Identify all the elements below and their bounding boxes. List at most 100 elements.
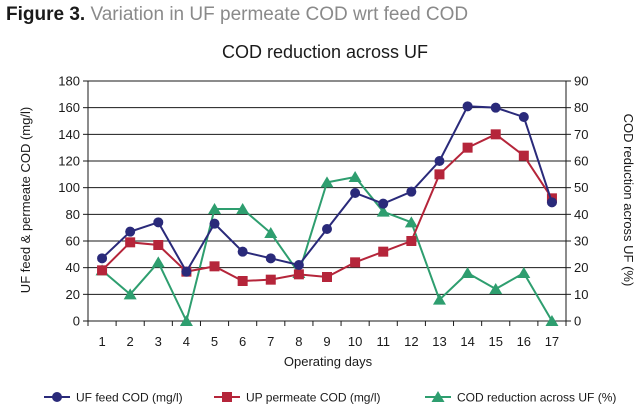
- point-feed-3: [153, 217, 164, 228]
- point-permeate-13: [434, 169, 445, 180]
- point-permeate-3: [153, 240, 164, 250]
- point-permeate-6: [237, 276, 248, 286]
- point-permeate-5: [209, 261, 220, 272]
- point-permeate-16: [518, 150, 529, 161]
- point-reduction-6: [236, 203, 250, 214]
- y-axis-label: UF feed & permeate COD (mg/l): [18, 107, 33, 293]
- y-tick-label-0: 0: [73, 314, 80, 329]
- x-tick-label-6: 6: [239, 334, 246, 349]
- chart-title: COD reduction across UF: [222, 42, 428, 62]
- point-feed-12: [406, 186, 417, 197]
- x-tick-label-3: 3: [155, 334, 162, 349]
- figure-caption: Figure 3. Variation in UF permeate COD w…: [6, 4, 468, 26]
- y-tick-label-60: 60: [66, 234, 80, 249]
- point-reduction-7: [264, 227, 278, 238]
- legend-marker-permeate: [222, 392, 232, 402]
- legend-marker-reduction: [431, 391, 445, 402]
- y-tick-label-80: 80: [66, 207, 80, 222]
- point-feed-4: [181, 266, 192, 277]
- y-tick-label-100: 100: [58, 180, 80, 195]
- point-permeate-10: [350, 257, 361, 268]
- y-tick-label-120: 120: [58, 154, 80, 169]
- point-reduction-17: [545, 315, 559, 326]
- point-reduction-9: [320, 176, 334, 188]
- y2-tick-label-20: 20: [574, 260, 588, 275]
- point-feed-17: [546, 197, 557, 208]
- y-tick-label-40: 40: [66, 260, 80, 275]
- legend-item-permeate: UP permeate COD (mg/l): [214, 391, 380, 405]
- point-reduction-10: [348, 171, 362, 182]
- series-layer: [95, 101, 559, 326]
- point-feed-9: [322, 224, 332, 234]
- y2-tick-label-80: 80: [574, 100, 588, 115]
- legend-label-feed: UF feed COD (mg/l): [76, 391, 183, 405]
- series-reduction: [95, 171, 559, 326]
- point-reduction-11: [376, 205, 390, 217]
- point-feed-6: [237, 246, 248, 257]
- point-permeate-15: [490, 129, 501, 140]
- point-reduction-13: [432, 293, 446, 305]
- point-reduction-3: [151, 256, 165, 268]
- y2-tick-label-30: 30: [574, 234, 588, 249]
- x-tick-label-12: 12: [404, 334, 418, 349]
- point-permeate-7: [265, 274, 276, 285]
- x-tick-label-5: 5: [211, 334, 218, 349]
- figure-number: Figure 3.: [6, 4, 86, 25]
- y-tick-label-20: 20: [66, 287, 80, 302]
- y2-axis-label: COD reduction across UF (%): [621, 114, 636, 287]
- point-feed-14: [462, 101, 473, 112]
- point-reduction-5: [208, 203, 222, 214]
- gridlines: [88, 80, 566, 322]
- x-tick-label-10: 10: [348, 334, 362, 349]
- legend-item-reduction: COD reduction across UF (%): [425, 391, 616, 405]
- legend: UF feed COD (mg/l) UP permeate COD (mg/l)…: [44, 391, 616, 405]
- y-tick-label-160: 160: [58, 100, 80, 115]
- y2-tick-label-70: 70: [574, 127, 588, 142]
- point-feed-7: [265, 253, 276, 264]
- point-feed-10: [350, 188, 361, 198]
- point-feed-1: [97, 253, 108, 264]
- y-tick-label-180: 180: [58, 74, 80, 89]
- point-reduction-12: [404, 216, 418, 228]
- point-feed-16: [518, 112, 529, 122]
- point-feed-2: [125, 226, 136, 237]
- x-axis-label: Operating days: [284, 354, 373, 369]
- x-tick-label-16: 16: [517, 334, 531, 349]
- legend-marker-feed: [52, 392, 62, 402]
- legend-label-permeate: UP permeate COD (mg/l): [246, 391, 380, 405]
- y2-tick-label-60: 60: [574, 154, 588, 169]
- point-feed-13: [434, 156, 445, 166]
- point-reduction-16: [517, 267, 531, 278]
- point-feed-5: [209, 218, 220, 229]
- point-reduction-2: [123, 288, 137, 300]
- x-tick-label-14: 14: [460, 334, 474, 349]
- series-line-feed: [101, 105, 553, 274]
- series-line-reduction: [101, 175, 553, 324]
- y2-tick-label-50: 50: [574, 180, 588, 195]
- point-reduction-15: [489, 283, 503, 294]
- x-tick-label-8: 8: [295, 334, 302, 349]
- point-reduction-4: [179, 315, 193, 326]
- x-tick-label-7: 7: [267, 334, 274, 349]
- axes: 0204060801001201401601800102030405060708…: [58, 74, 588, 350]
- x-tick-label-9: 9: [323, 334, 330, 349]
- y2-tick-label-90: 90: [574, 74, 588, 89]
- x-tick-label-17: 17: [545, 334, 559, 349]
- point-feed-15: [490, 102, 501, 113]
- x-tick-label-2: 2: [127, 334, 134, 349]
- figure-caption-text: Variation in UF permeate COD wrt feed CO…: [90, 4, 469, 25]
- y2-tick-label-10: 10: [574, 287, 588, 302]
- legend-label-reduction: COD reduction across UF (%): [457, 391, 616, 405]
- point-reduction-14: [461, 267, 475, 278]
- x-tick-label-1: 1: [98, 334, 105, 349]
- series-line-permeate: [101, 133, 553, 283]
- point-permeate-2: [125, 237, 136, 248]
- y2-tick-label-0: 0: [574, 314, 581, 329]
- series-permeate: [97, 129, 557, 286]
- point-feed-11: [378, 198, 389, 209]
- x-tick-label-4: 4: [183, 334, 190, 349]
- x-tick-label-15: 15: [488, 334, 502, 349]
- y2-tick-label-40: 40: [574, 207, 588, 222]
- point-permeate-8: [293, 269, 304, 280]
